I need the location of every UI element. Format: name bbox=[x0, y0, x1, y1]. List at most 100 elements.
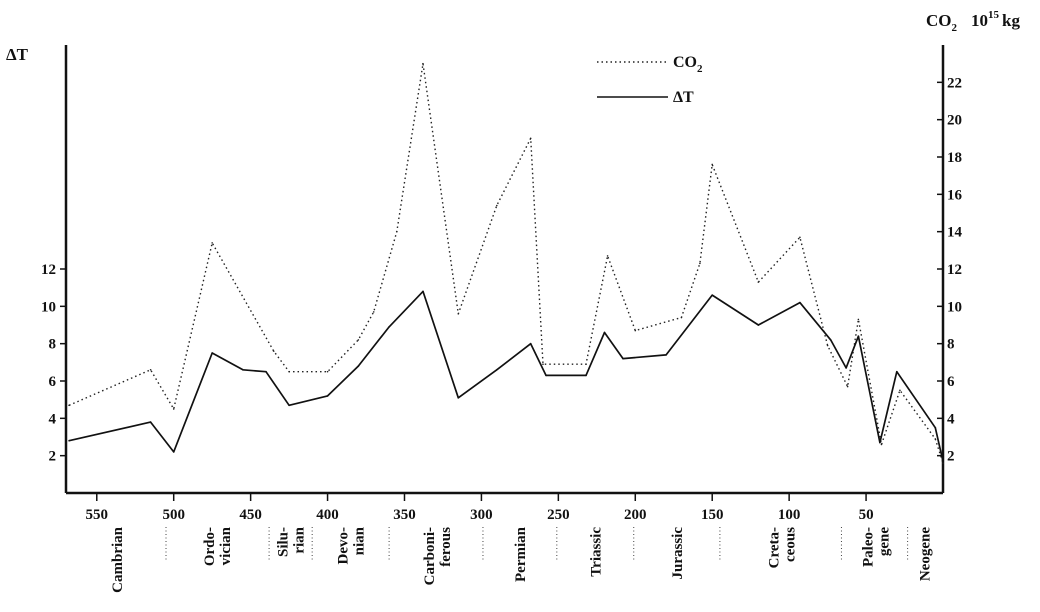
right-tick-label: 18 bbox=[947, 150, 962, 166]
data-point-delta-t bbox=[604, 332, 606, 334]
data-point-co2 bbox=[327, 371, 329, 373]
data-point-co2 bbox=[396, 231, 398, 233]
data-point-co2 bbox=[634, 330, 636, 332]
data-point-delta-t bbox=[388, 326, 390, 328]
data-point-delta-t bbox=[942, 460, 944, 462]
data-point-delta-t bbox=[211, 352, 213, 354]
data-point-delta-t bbox=[288, 404, 290, 406]
period-label: Carboni- bbox=[422, 527, 438, 585]
data-point-delta-t bbox=[496, 369, 498, 371]
data-point-co2 bbox=[422, 63, 424, 65]
data-point-delta-t bbox=[68, 440, 70, 442]
data-point-co2 bbox=[758, 281, 760, 283]
data-point-delta-t bbox=[711, 294, 713, 296]
data-point-co2 bbox=[607, 255, 609, 257]
right-tick-label: 20 bbox=[947, 113, 962, 129]
period-label: Cambrian bbox=[110, 526, 126, 592]
right-tick-label: 14 bbox=[947, 225, 963, 241]
data-point-delta-t bbox=[622, 358, 624, 360]
axes bbox=[66, 45, 943, 493]
data-point-co2 bbox=[899, 390, 901, 392]
period-label: ferous bbox=[438, 527, 454, 567]
period-label: nian bbox=[352, 526, 368, 555]
data-point-delta-t bbox=[758, 324, 760, 326]
left-tick-label: 2 bbox=[49, 449, 57, 465]
right-ticks: 2 4 6 8 10 12 14 16 18 20 22 bbox=[937, 75, 963, 464]
x-tick-label: 500 bbox=[162, 507, 185, 523]
data-point-co2 bbox=[799, 236, 801, 238]
data-point-co2 bbox=[681, 317, 683, 319]
data-point-delta-t bbox=[150, 421, 152, 423]
data-point-co2 bbox=[173, 408, 175, 410]
data-point-delta-t bbox=[173, 451, 175, 453]
legend: CO2 ΔT bbox=[597, 54, 703, 106]
period-label: gene bbox=[876, 527, 892, 557]
right-axis-title: CO2 1015 kg bbox=[926, 9, 1020, 34]
right-tick-label: 2 bbox=[947, 449, 955, 465]
data-point-delta-t bbox=[358, 365, 360, 367]
right-tick-label: 4 bbox=[947, 411, 955, 427]
data-point-co2 bbox=[273, 350, 275, 352]
data-point-co2 bbox=[847, 386, 849, 388]
x-tick-label: 200 bbox=[624, 507, 647, 523]
right-tick-label: 22 bbox=[947, 75, 962, 91]
left-tick-label: 10 bbox=[41, 299, 56, 315]
data-point-delta-t bbox=[879, 442, 881, 444]
series-line-delta-t bbox=[69, 291, 943, 461]
period-label: vician bbox=[218, 526, 234, 565]
period-label: Paleo- bbox=[860, 527, 876, 567]
data-point-delta-t bbox=[799, 302, 801, 304]
data-point-co2 bbox=[858, 319, 860, 321]
x-tick-label: 100 bbox=[778, 507, 801, 523]
period-label: Permian bbox=[513, 526, 529, 582]
left-ticks: 2 4 6 8 10 12 bbox=[41, 262, 66, 465]
right-tick-label: 16 bbox=[947, 187, 963, 203]
data-point-delta-t bbox=[530, 343, 532, 345]
period-label: Ordo- bbox=[202, 527, 218, 566]
data-point-delta-t bbox=[545, 375, 547, 377]
left-tick-label: 4 bbox=[49, 411, 57, 427]
left-axis-title: ΔT bbox=[6, 45, 29, 64]
period-label: Neogene bbox=[918, 527, 934, 581]
data-point-delta-t bbox=[242, 369, 244, 371]
data-point-co2 bbox=[699, 263, 701, 265]
data-point-co2 bbox=[496, 205, 498, 207]
data-point-co2 bbox=[288, 371, 290, 373]
period-label: ceous bbox=[782, 527, 798, 562]
data-point-delta-t bbox=[585, 375, 587, 377]
period-labels: Cambrian Ordo-vician Silu-rian Devo-nian Car… bbox=[110, 526, 934, 593]
period-label: Jurassic bbox=[670, 527, 686, 580]
period-label: rian bbox=[292, 526, 308, 553]
data-point-co2 bbox=[935, 438, 937, 440]
x-tick-label: 250 bbox=[547, 507, 570, 523]
x-ticks: 550 500 450 400 350 300 250 200 150 100 50 bbox=[86, 493, 874, 523]
legend-label-delta-t: ΔT bbox=[673, 89, 694, 106]
x-tick-label: 450 bbox=[239, 507, 262, 523]
x-tick-label: 300 bbox=[470, 507, 493, 523]
data-point-delta-t bbox=[458, 397, 460, 399]
left-tick-label: 12 bbox=[41, 262, 56, 278]
data-point-co2 bbox=[711, 164, 713, 166]
data-point-co2 bbox=[542, 363, 544, 365]
right-tick-label: 6 bbox=[947, 374, 955, 390]
data-point-co2 bbox=[150, 369, 152, 371]
data-point-co2 bbox=[211, 242, 213, 244]
data-point-co2 bbox=[373, 311, 375, 313]
data-point-delta-t bbox=[935, 427, 937, 429]
data-point-delta-t bbox=[896, 371, 898, 373]
data-point-delta-t bbox=[858, 335, 860, 337]
data-point-delta-t bbox=[265, 371, 267, 373]
left-tick-label: 6 bbox=[49, 374, 57, 390]
data-point-delta-t bbox=[422, 291, 424, 293]
data-point-co2 bbox=[942, 462, 944, 464]
right-tick-label: 12 bbox=[947, 262, 962, 278]
data-point-co2 bbox=[68, 404, 70, 406]
left-tick-label: 8 bbox=[49, 337, 57, 353]
period-label: Silu- bbox=[276, 527, 292, 557]
data-point-co2 bbox=[358, 339, 360, 341]
data-point-co2 bbox=[585, 363, 587, 365]
x-tick-label: 350 bbox=[393, 507, 416, 523]
x-tick-label: 400 bbox=[316, 507, 339, 523]
series-line-co2 bbox=[69, 64, 943, 463]
